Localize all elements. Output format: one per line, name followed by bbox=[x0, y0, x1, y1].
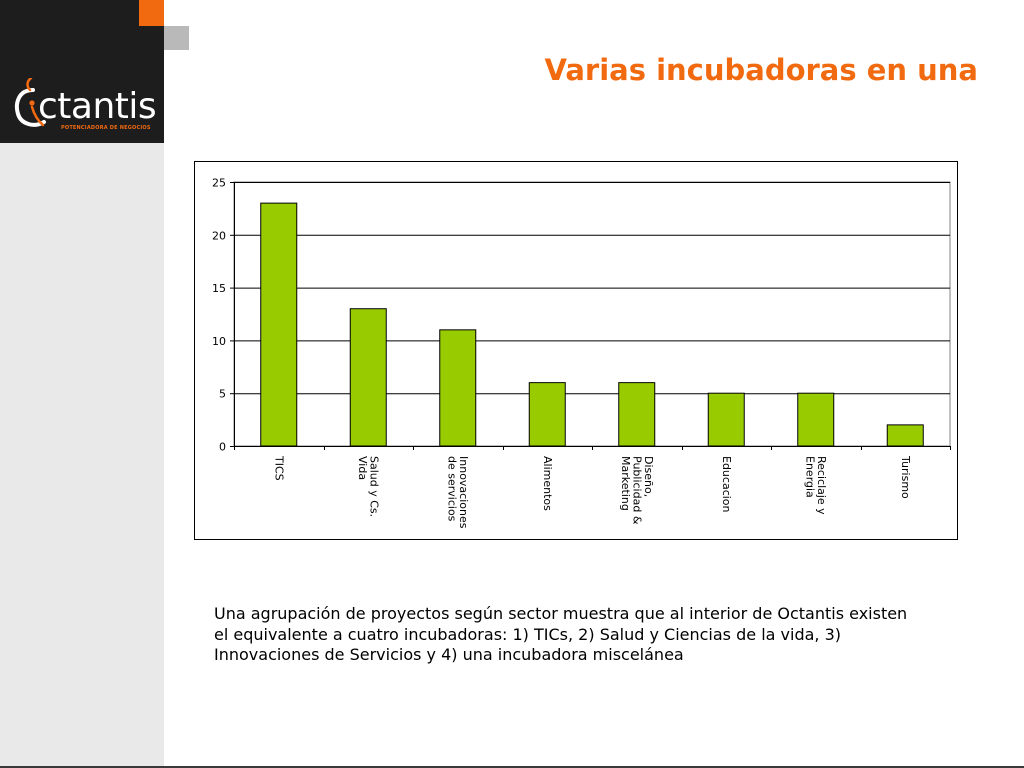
bar bbox=[797, 392, 835, 447]
y-tick-label: 5 bbox=[219, 388, 226, 401]
bar bbox=[260, 202, 298, 447]
x-tick-label: Reciclaje y bbox=[815, 456, 828, 515]
octantis-logo-mark-icon bbox=[14, 78, 46, 127]
x-tick-label: Innovaciones bbox=[457, 456, 470, 529]
x-tick-label: Vida bbox=[356, 456, 369, 480]
bar bbox=[528, 382, 566, 447]
bar bbox=[349, 308, 387, 447]
bar bbox=[886, 424, 924, 447]
bar-chart: 0 5 10 15 20 25 TICS Salud y Cs. Vida Innovacione… bbox=[194, 161, 958, 540]
x-tick-label: Energia bbox=[804, 456, 817, 498]
y-tick-label: 20 bbox=[212, 229, 226, 242]
orange-accent-square bbox=[139, 0, 164, 26]
y-tick-label: 25 bbox=[212, 177, 226, 190]
x-tick-label: Salud y Cs. bbox=[368, 456, 381, 517]
plot-area bbox=[233, 181, 951, 447]
y-tick-label: 10 bbox=[212, 335, 226, 348]
x-tick-label: de servicios bbox=[446, 456, 459, 522]
x-tick-label: Alimentos bbox=[541, 456, 554, 511]
x-tick-label: Publicidad & bbox=[630, 456, 643, 525]
logo-tagline: POTENCIADORA DE NEGOCIOS bbox=[61, 125, 151, 131]
y-tick-label: 15 bbox=[212, 282, 226, 295]
gray-accent-square bbox=[164, 26, 189, 50]
logo-block: ctantis POTENCIADORA DE NEGOCIOS bbox=[0, 0, 164, 143]
bar bbox=[439, 329, 477, 447]
chart-canvas: 0 5 10 15 20 25 TICS Salud y Cs.Vida Innovacione… bbox=[212, 177, 951, 529]
y-tick-label: 0 bbox=[219, 441, 226, 454]
bottom-rule bbox=[0, 766, 1024, 768]
logo-wordmark: ctantis bbox=[38, 86, 157, 127]
slide-caption: Una agrupación de proyectos según sector… bbox=[214, 604, 908, 664]
x-tick-label: Educacion bbox=[720, 456, 733, 513]
bar bbox=[618, 382, 656, 447]
x-tick-label: Diseño, bbox=[642, 456, 655, 497]
x-tick-label: Marketing bbox=[619, 456, 632, 511]
slide-title: Varias incubadoras en una bbox=[544, 53, 978, 87]
bar bbox=[707, 392, 745, 447]
x-tick-label: TICS bbox=[272, 455, 285, 481]
x-tick-label: Turismo bbox=[899, 455, 912, 499]
